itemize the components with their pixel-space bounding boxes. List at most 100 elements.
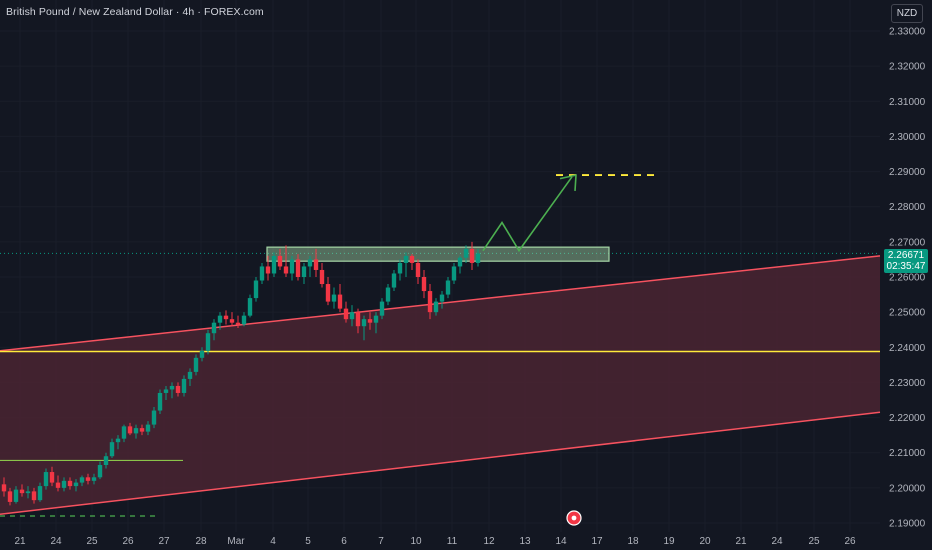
candle-body (247, 298, 253, 316)
candle-body (157, 392, 163, 411)
time-tick-label: 19 (663, 536, 675, 547)
price-tick-label: 2.33000 (889, 27, 926, 38)
time-tick-label: 20 (699, 536, 711, 547)
candle-body (319, 269, 325, 285)
candle-body (103, 456, 109, 466)
annotations (0, 174, 880, 517)
candle-body (259, 266, 265, 281)
time-tick-label: 26 (122, 536, 134, 547)
time-axis[interactable]: 21 24 25 26 27 28 Mar 4 5 6 7 10 11 12 13 14 17 18 19 20 21 2… (14, 536, 856, 547)
projection-path (482, 176, 573, 253)
candle-body (229, 319, 235, 323)
candle-body (139, 428, 145, 432)
bar-countdown: 02:35:47 (886, 261, 926, 272)
candle-body (295, 259, 301, 277)
time-tick-label: 11 (447, 536, 458, 547)
candle-body (193, 357, 199, 372)
price-tick-label: 2.22000 (889, 413, 926, 424)
candle-body (133, 428, 139, 434)
time-tick-label: 18 (627, 536, 639, 547)
time-tick-label: 7 (378, 536, 384, 547)
candle-body (85, 477, 91, 481)
candle-body (445, 280, 451, 295)
time-tick-label: 24 (50, 536, 62, 547)
candle-body (121, 426, 127, 439)
candle-body (115, 438, 121, 443)
time-tick-label: 12 (483, 536, 495, 547)
candle-body (361, 319, 367, 327)
candle-body (397, 262, 403, 274)
candle-body (277, 255, 283, 267)
time-tick-label: 17 (591, 536, 603, 547)
candle-body (451, 266, 457, 281)
channel-fill (0, 255, 880, 515)
projection-arrowhead (559, 174, 577, 191)
resistance-zone (266, 246, 610, 262)
time-tick-label: 10 (410, 536, 422, 547)
candle-body (211, 322, 217, 334)
candle-body (283, 266, 289, 274)
candle-body (439, 294, 445, 302)
candle-body (403, 255, 409, 263)
candle-body (289, 259, 295, 274)
time-tick-label: 21 (14, 536, 26, 547)
price-tick-label: 2.28000 (889, 202, 926, 213)
price-tick-label: 2.32000 (889, 62, 926, 73)
time-tick-label: 24 (771, 536, 783, 547)
candle-body (67, 480, 73, 487)
news-event-icon-dot (571, 515, 577, 521)
channel (0, 255, 881, 515)
candle-body (43, 472, 49, 487)
candle-body (301, 266, 307, 277)
price-tick-label: 2.30000 (889, 132, 926, 143)
candle-body (235, 322, 241, 325)
time-tick-label: 28 (195, 536, 207, 547)
price-tick-label: 2.24000 (889, 343, 926, 354)
candle-body (199, 350, 205, 358)
price-tick-label: 2.23000 (889, 378, 926, 389)
candle-body (421, 277, 427, 292)
time-tick-label: 21 (735, 536, 747, 547)
chart-title: British Pound / New Zealand Dollar · 4h … (6, 6, 264, 18)
candle-body (373, 315, 379, 323)
candle-body (127, 426, 133, 434)
candle-body (367, 319, 373, 323)
candle-body (265, 266, 271, 274)
candle-body (457, 257, 463, 267)
candle-body (13, 489, 19, 502)
currency-button[interactable]: NZD (891, 4, 923, 23)
candle-body (337, 294, 343, 309)
price-tick-label: 2.21000 (889, 448, 926, 459)
candle-body (307, 259, 313, 267)
candle-body (253, 280, 259, 299)
candle-body (109, 442, 115, 457)
candle-body (379, 301, 385, 316)
candle-body (355, 312, 361, 327)
candle-body (61, 480, 67, 488)
candle-body (475, 253, 481, 263)
candle-body (409, 255, 415, 263)
candle-body (415, 262, 421, 277)
candle-body (7, 491, 13, 502)
candles (1, 241, 481, 506)
time-tick-label: 27 (158, 536, 170, 547)
price-axis[interactable]: 2.33000 2.32000 2.31000 2.30000 2.29000 2.280… (889, 27, 926, 530)
candle-body (187, 371, 193, 379)
price-tick-label: 2.31000 (889, 97, 926, 108)
candle-body (217, 315, 223, 323)
candle-body (469, 248, 475, 263)
candle-body (463, 248, 469, 258)
candle-body (241, 315, 247, 325)
candle-body (343, 308, 349, 320)
time-tick-label: 26 (844, 536, 856, 547)
current-price-value: 2.26671 (887, 250, 925, 261)
price-tick-label: 2.20000 (889, 483, 926, 494)
candle-body (385, 287, 391, 302)
candle-body (205, 333, 211, 351)
candle-body (1, 484, 7, 492)
overlay (566, 510, 582, 526)
candle-body (427, 291, 433, 313)
candle-body (271, 255, 277, 274)
candle-body (19, 489, 25, 494)
